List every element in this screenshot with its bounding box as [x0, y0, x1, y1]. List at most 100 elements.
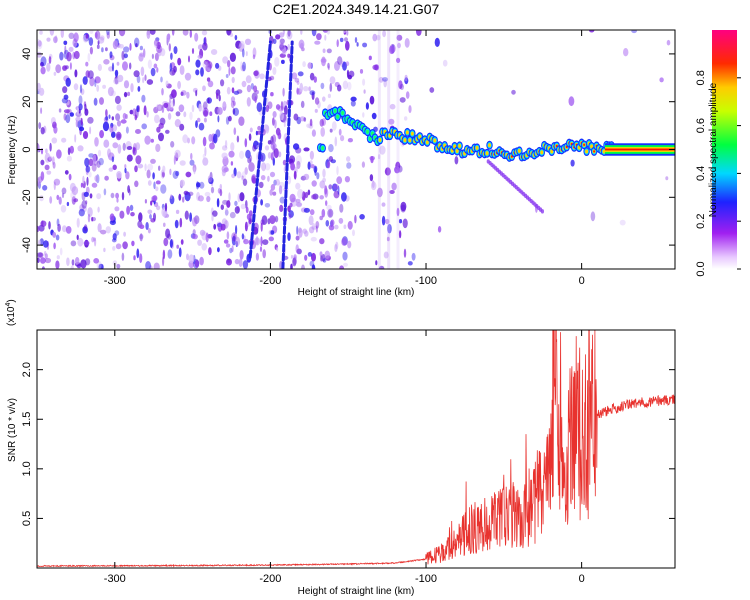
spectrogram-noise-cell — [80, 182, 83, 188]
spectrogram-noise-cell — [75, 257, 80, 265]
spectrogram-noise-cell — [261, 215, 268, 226]
spectrogram-noise-cell — [319, 251, 323, 257]
colorbar-tick-label: 0.2 — [695, 214, 707, 229]
spectrogram-noise-cell — [52, 161, 56, 169]
spectrogram-noise-cell — [172, 170, 179, 179]
spectrogram-noise-cell — [308, 86, 311, 92]
spectrogram-noise-cell — [295, 244, 299, 254]
spectrogram-noise-cell — [96, 160, 101, 168]
spectrogram-noise-cell — [179, 179, 185, 187]
spectrogram-noise-cell — [68, 46, 74, 52]
spectrogram-noise-cell — [53, 242, 56, 250]
spectrogram-ridge-cell — [341, 111, 345, 116]
spectrogram-noise-cell — [199, 229, 206, 236]
spectrogram-noise-cell — [307, 62, 313, 69]
spectrogram-noise-cell — [44, 164, 50, 171]
spectrogram-noise-cell — [135, 43, 138, 48]
spectrogram-noise-cell — [202, 60, 208, 69]
spectrogram-ridge-cell — [403, 138, 407, 143]
spectrogram-noise-cell — [112, 164, 117, 171]
spectrogram-noise-cell — [384, 167, 391, 176]
spectrogram-noise-cell — [260, 175, 266, 181]
spectrogram-noise-cell — [228, 67, 231, 76]
spectrogram-noise-cell — [319, 119, 324, 127]
spectrogram-noise-cell — [309, 90, 316, 96]
spectrogram-noise-cell — [182, 30, 189, 36]
spectrogram-noise-cell — [135, 129, 141, 134]
spectrogram-noise-cell — [247, 157, 252, 164]
spectrogram-noise-cell — [244, 138, 248, 148]
spectrogram-noise-cell — [405, 91, 410, 99]
spectrogram-noise-cell — [134, 180, 139, 188]
spectrogram-noise-cell — [64, 45, 67, 55]
snr-ylabel: SNR (10 * v/v) — [7, 398, 18, 462]
colorbar-ticks: 0.0 0.2 0.4 0.6 0.8 — [695, 70, 741, 277]
spectrogram-noise-cell — [161, 104, 165, 113]
spectrogram-noise-cell — [226, 258, 232, 266]
spectrogram-noise-cell — [114, 206, 120, 212]
spectrogram-noise-cell — [234, 34, 238, 41]
spectrogram-noise-cell — [94, 76, 101, 84]
spectrogram-noise-cell — [352, 229, 355, 237]
spectrogram-noise-cell — [230, 96, 236, 103]
spectrogram-noise-cell — [137, 86, 141, 92]
spectrogram-noise-cell — [321, 208, 326, 218]
spectrogram-noise-cell — [398, 80, 403, 89]
spectrogram-noise-cell — [298, 227, 302, 234]
spectrogram-noise-cell — [319, 195, 325, 200]
colorbar: 0.0 0.2 0.4 0.6 0.8 Normalized spectral ampl… — [695, 30, 741, 277]
spectrogram-noise-cell — [37, 252, 44, 258]
spectrogram-noise-cell — [179, 217, 183, 228]
spectrogram-noise-cell — [45, 148, 48, 154]
spectrogram-noise-cell — [124, 164, 127, 169]
spectrogram-noise-cell — [94, 32, 98, 39]
spectrogram-noise-cell — [89, 76, 95, 87]
spectrogram-noise-cell — [388, 45, 395, 55]
spectrogram-noise-cell — [262, 239, 269, 246]
spectrogram-noise-cell — [312, 193, 319, 200]
spectrogram-noise-cell — [311, 30, 317, 37]
spectrogram-noise-cell — [327, 93, 331, 99]
spectrogram-noise-cell — [102, 84, 106, 89]
spectrogram-ridge-cell — [455, 149, 459, 154]
x-tick-label: -200 — [259, 275, 281, 287]
spectrogram-noise-cell — [129, 62, 132, 70]
spectrogram-noise-cell — [257, 142, 260, 148]
spectrogram-noise-cell — [274, 57, 280, 67]
spectrogram-noise-cell — [112, 142, 119, 149]
spectrogram-noise-cell — [201, 243, 207, 251]
spectrogram-noise-cell — [107, 148, 111, 158]
spectrogram-noise-cell — [220, 204, 224, 210]
spectrogram-noise-cell — [227, 258, 231, 263]
spectrogram-noise-cell — [103, 59, 110, 65]
spectrogram-noise-cell — [237, 193, 241, 203]
spectrogram-noise-cell — [389, 103, 396, 110]
spectrogram-noise-cell — [343, 224, 347, 230]
spectrogram-noise-cell — [93, 237, 96, 242]
spectrogram-noise-cell — [147, 163, 154, 171]
spectrogram-noise-cell — [311, 264, 316, 269]
spectrogram-noise-cell — [281, 46, 287, 54]
spectrogram-noise-cell — [282, 30, 285, 35]
spectrogram-noise-cell — [114, 69, 119, 77]
spectrogram-noise-cell — [208, 134, 213, 142]
spectrogram-noise-cell — [191, 104, 195, 113]
spectrogram-noise-cell — [308, 215, 314, 226]
spectrogram-noise-cell — [186, 253, 189, 261]
spectrogram-noise-cell — [125, 126, 129, 134]
spectrogram-noise-cell — [115, 192, 119, 199]
spectrogram-noise-cell — [53, 36, 58, 44]
spectrogram-noise-cell — [354, 214, 357, 224]
spectrogram-noise-cell — [411, 252, 416, 261]
spectrogram-noise-cell — [454, 156, 459, 165]
spectrogram-noise-cell — [152, 195, 158, 202]
spectrogram-noise-cell — [37, 40, 42, 47]
spectrogram-noise-cell — [311, 252, 316, 262]
spectrogram-noise-cell — [198, 122, 205, 131]
spectrogram-noise-cell — [68, 32, 75, 39]
spectrogram-noise-cell — [230, 161, 234, 166]
spectrogram-noise-cell — [327, 161, 331, 169]
spectrogram-noise-cell — [53, 125, 58, 134]
spectrogram-noise-cell — [221, 168, 226, 177]
spectrogram-noise-cell — [245, 75, 252, 84]
